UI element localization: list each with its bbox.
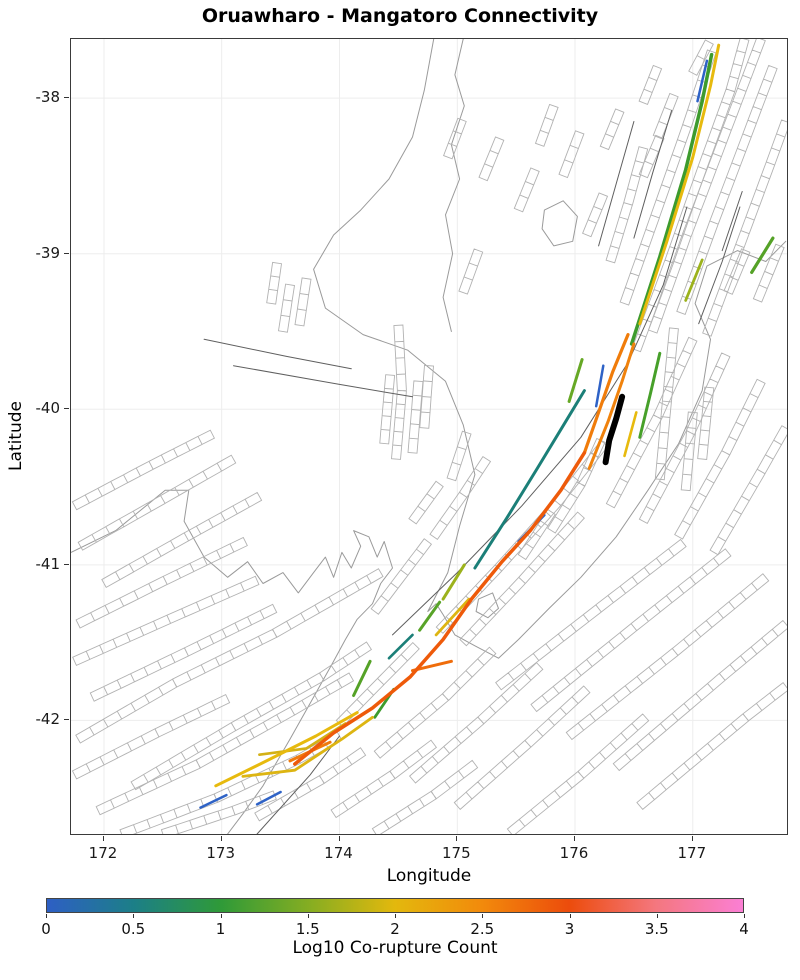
x-tick-label: 176 — [559, 844, 589, 862]
background-fault-lines — [203, 110, 743, 834]
x-tick-label: 174 — [324, 844, 353, 862]
colorbar-tick-mark — [220, 914, 222, 918]
corupture-traces — [199, 43, 775, 809]
plot-area — [70, 38, 788, 835]
colorbar-tick-mark — [133, 914, 135, 918]
y-tick-label: -42 — [35, 710, 61, 729]
y-tick-mark — [64, 408, 69, 410]
colorbar-tick-mark — [482, 914, 484, 918]
x-tick-mark — [691, 836, 693, 841]
coastline — [71, 39, 787, 834]
colorbar-tick-mark — [569, 914, 571, 918]
y-tick-mark — [64, 252, 69, 254]
x-tick-mark — [220, 836, 222, 841]
y-tick-mark — [64, 719, 69, 721]
y-tick-mark — [64, 97, 69, 99]
colorbar-tick-label: 4 — [739, 920, 749, 938]
y-tick-label: -40 — [35, 399, 61, 418]
colorbar-tick-label: 0.5 — [121, 920, 146, 938]
x-tick-label: 172 — [88, 844, 118, 862]
y-axis-label: Latitude — [6, 401, 26, 471]
gridlines — [71, 39, 787, 834]
x-tick-mark — [574, 836, 575, 841]
y-tick-label: -39 — [35, 243, 61, 262]
colorbar-label: Log10 Co-rupture Count — [292, 938, 498, 958]
colorbar-tick-mark — [46, 914, 47, 918]
x-tick-label: 173 — [206, 844, 236, 862]
y-tick-mark — [64, 563, 69, 565]
x-tick-label: 177 — [677, 844, 707, 862]
y-tick-label: -41 — [35, 554, 61, 573]
background-fault-ribbons — [71, 39, 787, 834]
x-tick-mark — [103, 836, 104, 841]
chart-title: Oruawharo - Mangatoro Connectivity — [201, 5, 599, 27]
highlight-fault-trace — [602, 393, 626, 466]
x-tick-label: 175 — [441, 844, 471, 862]
x-tick-mark — [456, 836, 458, 841]
colorbar-tick-label: 2 — [390, 920, 400, 938]
colorbar-gradient — [46, 898, 744, 913]
colorbar-tick-label: 1 — [215, 920, 226, 938]
colorbar-tick-label: 3 — [564, 920, 575, 938]
colorbar-tick-label: 1.5 — [295, 920, 320, 938]
fault-map-canvas — [71, 39, 787, 834]
colorbar-tick-mark — [744, 914, 745, 918]
colorbar-tick-mark — [656, 914, 658, 918]
x-tick-mark — [338, 836, 340, 841]
x-axis-label: Longitude — [386, 866, 472, 886]
y-tick-label: -38 — [35, 88, 61, 107]
colorbar-tick-label: 3.5 — [644, 920, 669, 938]
colorbar-tick-label: 0 — [41, 920, 51, 938]
colorbar-tick-label: 2.5 — [470, 920, 495, 938]
colorbar-tick-mark — [307, 914, 309, 918]
colorbar-tick-mark — [395, 914, 396, 918]
